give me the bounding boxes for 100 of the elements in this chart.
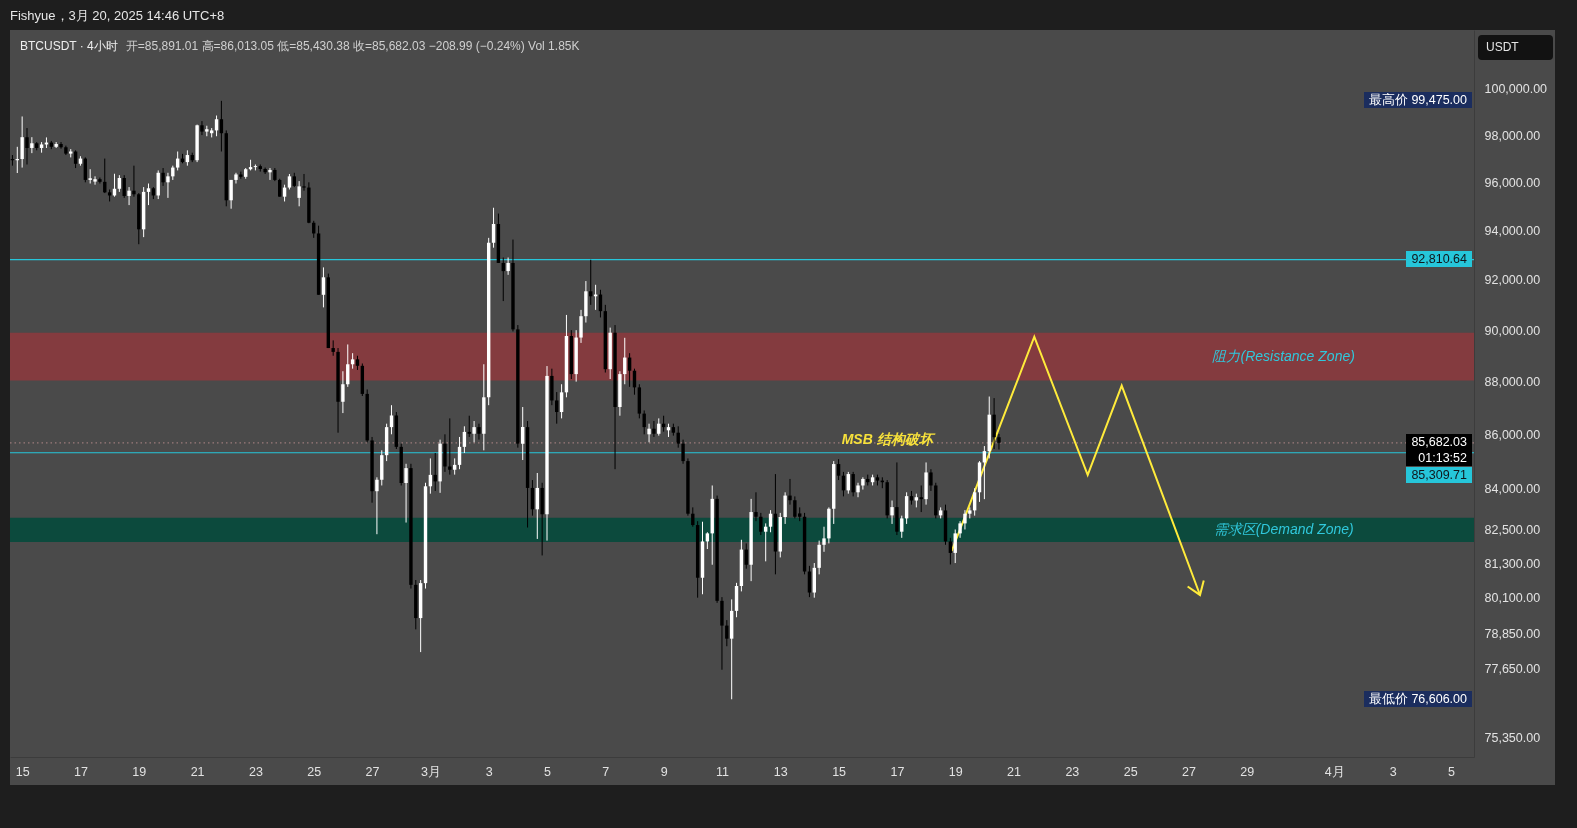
candlestick	[234, 172, 238, 185]
x-tick-label: 23	[1065, 764, 1080, 779]
x-tick-label: 17	[74, 764, 88, 779]
candlestick	[788, 478, 792, 506]
x-tick-label: 25	[1123, 764, 1138, 779]
candlestick	[263, 167, 267, 175]
y-tick-label: 81,300.00	[1484, 556, 1541, 571]
y-tick-label: 98,000.00	[1484, 128, 1541, 143]
x-tick-label: 15	[15, 764, 30, 779]
candlestick	[822, 526, 826, 553]
candlestick	[506, 257, 510, 276]
y-tick-label: 77,650.00	[1484, 661, 1541, 676]
x-tick-label: 21	[1007, 764, 1022, 779]
candlestick	[759, 512, 763, 536]
x-tick-label: 21	[190, 764, 205, 779]
y-tick-label: 75,350.00	[1484, 730, 1541, 745]
x-tick-label: 9	[660, 764, 668, 779]
x-tick-label: 17	[890, 764, 905, 779]
candlestick	[467, 415, 471, 438]
candlestick	[579, 309, 583, 344]
candlestick	[856, 482, 860, 498]
x-tick-label: 27	[365, 764, 380, 779]
candlestick	[681, 439, 685, 465]
x-tick-label: 29	[1240, 764, 1255, 779]
annotation: 最低价 76,606.00	[1363, 690, 1472, 707]
candlestick	[652, 420, 656, 438]
candlestick	[754, 491, 758, 522]
x-tick-label: 7	[602, 764, 610, 779]
band-label: 阻力(Resistance Zone)	[1212, 347, 1355, 364]
y-tick-label: 84,000.00	[1484, 481, 1541, 496]
candlestick	[146, 183, 151, 206]
text: Fishyue，3月 20, 2025 14:46 UTC+8	[10, 8, 225, 24]
candlestick	[851, 471, 855, 497]
x-tick-label: 27	[1182, 764, 1196, 779]
x-tick-label: 11	[715, 764, 729, 779]
ref-line-label: 85,309.71	[1406, 467, 1472, 484]
candlestick	[997, 433, 1001, 451]
candlestick	[448, 417, 452, 476]
y-tick-label: 100,000.00	[1484, 82, 1548, 97]
candlestick	[321, 266, 326, 308]
candlestick	[166, 172, 170, 199]
candlestick	[900, 515, 904, 539]
candlestick	[375, 476, 379, 535]
candlestick	[25, 127, 29, 165]
candlestick	[229, 179, 233, 210]
candlestick	[559, 383, 564, 419]
candlestick	[389, 404, 394, 435]
candlestick	[472, 420, 476, 443]
x-tick-label: 3	[1389, 764, 1397, 779]
candlestick	[642, 409, 646, 435]
candlestick	[929, 468, 933, 492]
candlestick	[783, 491, 787, 525]
candlestick	[297, 180, 301, 207]
x-tick-label: 4月	[1324, 764, 1345, 779]
candlestick	[963, 509, 967, 530]
x-tick-label: 23	[248, 764, 263, 779]
ref-line-label: 85,682.03 01:13:52	[1406, 434, 1472, 467]
candlestick	[948, 537, 953, 565]
candlestick	[127, 186, 131, 206]
annotation: 最高价 99,475.00	[1363, 92, 1472, 109]
candlestick	[341, 370, 345, 414]
candlestick	[98, 177, 102, 185]
x-tick-label: 13	[773, 764, 788, 779]
candlestick	[836, 458, 841, 481]
band-label: 需求区(Demand Zone)	[1213, 520, 1354, 537]
candlestick	[404, 463, 408, 524]
y-tick-label: 94,000.00	[1484, 224, 1541, 239]
y-axis-title: USDT	[1478, 35, 1553, 60]
candlestick	[953, 528, 957, 564]
annotation: MSB 结构破坏	[841, 431, 936, 448]
candlestick	[890, 500, 894, 525]
candlestick	[477, 423, 481, 441]
candlestick	[268, 167, 272, 181]
y-tick-label: 88,000.00	[1484, 375, 1541, 390]
x-tick-label: 19	[132, 764, 147, 779]
candlestick	[793, 495, 797, 519]
y-tick-label: 92,000.00	[1484, 273, 1541, 288]
y-tick-label: 96,000.00	[1484, 175, 1541, 190]
candlestick	[992, 397, 996, 450]
candlestick	[200, 120, 204, 136]
candlestick	[555, 391, 559, 425]
y-tick-label: 86,000.00	[1484, 427, 1541, 442]
candlestick	[59, 141, 63, 150]
candlestick	[725, 619, 729, 647]
candlestick	[861, 476, 865, 491]
candlestick	[20, 115, 24, 169]
y-tick-label: 78,850.00	[1484, 626, 1541, 641]
y-tick-label: 90,000.00	[1484, 323, 1541, 338]
x-tick-label: 15	[832, 764, 847, 779]
text: BTCUSDT · 4小时	[20, 39, 118, 53]
x-tick-label: 3	[485, 764, 493, 779]
x-tick-label: 19	[948, 764, 963, 779]
y-tick-label: 82,500.00	[1484, 522, 1541, 537]
candlestick	[132, 165, 136, 198]
candlestick	[161, 167, 165, 187]
x-tick-label: 5	[1447, 764, 1455, 779]
candlestick	[647, 423, 651, 443]
text: 开=85,891.01 高=86,013.05 低=85,430.38 收=85,682.03 −208.99 (−0.24%) Vol 1.85K	[125, 39, 580, 53]
x-tick-label: 25	[307, 764, 322, 779]
y-tick-label: 80,100.00	[1484, 590, 1541, 605]
